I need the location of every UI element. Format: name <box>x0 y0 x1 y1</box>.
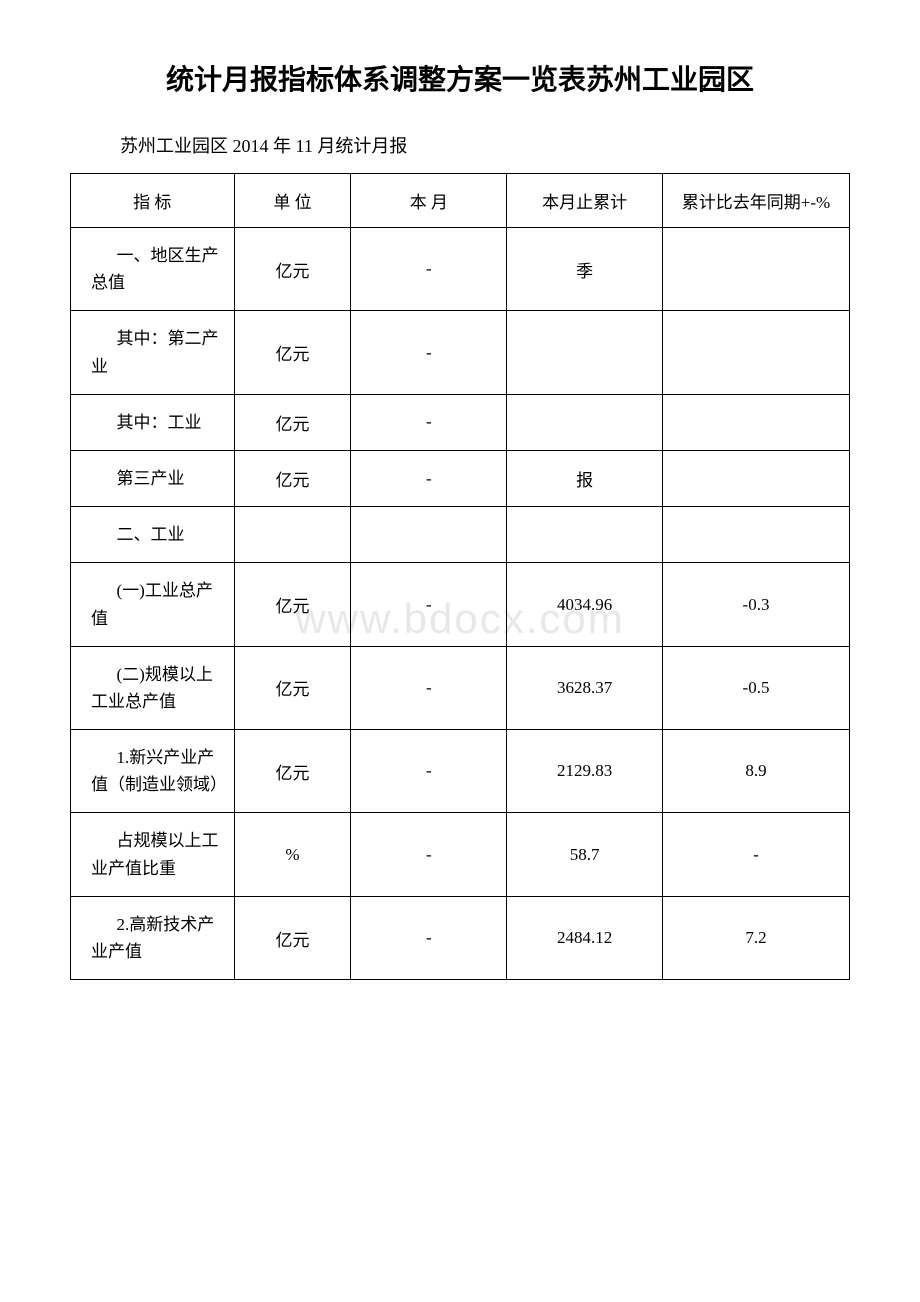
cell-month <box>351 507 507 563</box>
cell-yoy: 8.9 <box>663 730 850 813</box>
cell-month: - <box>351 450 507 506</box>
cell-unit: 亿元 <box>234 228 351 311</box>
cell-month: - <box>351 311 507 394</box>
cell-unit: % <box>234 813 351 896</box>
cell-unit: 亿元 <box>234 394 351 450</box>
header-cumulative: 本月止累计 <box>507 174 663 228</box>
cell-indicator: 占规模以上工业产值比重 <box>71 813 235 896</box>
table-row: 其中：第二产业 亿元 - <box>71 311 850 394</box>
table-row: 一、地区生产总值 亿元 - 季 <box>71 228 850 311</box>
cell-yoy <box>663 228 850 311</box>
cell-unit: 亿元 <box>234 730 351 813</box>
cell-cumulative <box>507 507 663 563</box>
cell-yoy <box>663 507 850 563</box>
cell-indicator: (一)工业总产值 <box>71 563 235 646</box>
cell-yoy <box>663 311 850 394</box>
cell-unit <box>234 507 351 563</box>
cell-month: - <box>351 563 507 646</box>
cell-yoy: 7.2 <box>663 896 850 979</box>
cell-unit: 亿元 <box>234 563 351 646</box>
cell-month: - <box>351 730 507 813</box>
cell-cumulative: 季 <box>507 228 663 311</box>
table-row: 第三产业 亿元 - 报 <box>71 450 850 506</box>
table-header-row: 指 标 单 位 本 月 本月止累计 累计比去年同期+-% <box>71 174 850 228</box>
cell-indicator: 2.高新技术产业产值 <box>71 896 235 979</box>
cell-yoy <box>663 394 850 450</box>
cell-unit: 亿元 <box>234 311 351 394</box>
cell-indicator: 1.新兴产业产值（制造业领域） <box>71 730 235 813</box>
cell-indicator: (二)规模以上工业总产值 <box>71 646 235 729</box>
table-row: (二)规模以上工业总产值 亿元 - 3628.37 -0.5 <box>71 646 850 729</box>
cell-month: - <box>351 896 507 979</box>
cell-yoy: - <box>663 813 850 896</box>
page-subtitle: 苏州工业园区 2014 年 11 月统计月报 <box>120 132 850 158</box>
cell-unit: 亿元 <box>234 646 351 729</box>
cell-indicator: 二、工业 <box>71 507 235 563</box>
cell-cumulative: 4034.96 <box>507 563 663 646</box>
cell-unit: 亿元 <box>234 450 351 506</box>
cell-yoy: -0.5 <box>663 646 850 729</box>
cell-month: - <box>351 228 507 311</box>
table-row: 二、工业 <box>71 507 850 563</box>
header-indicator: 指 标 <box>71 174 235 228</box>
cell-cumulative <box>507 311 663 394</box>
cell-cumulative: 58.7 <box>507 813 663 896</box>
cell-unit: 亿元 <box>234 896 351 979</box>
table-row: 2.高新技术产业产值 亿元 - 2484.12 7.2 <box>71 896 850 979</box>
cell-month: - <box>351 813 507 896</box>
header-unit: 单 位 <box>234 174 351 228</box>
cell-indicator: 第三产业 <box>71 450 235 506</box>
header-yoy: 累计比去年同期+-% <box>663 174 850 228</box>
header-month: 本 月 <box>351 174 507 228</box>
cell-month: - <box>351 394 507 450</box>
table-row: 1.新兴产业产值（制造业领域） 亿元 - 2129.83 8.9 <box>71 730 850 813</box>
table-row: (一)工业总产值 亿元 - 4034.96 -0.3 <box>71 563 850 646</box>
cell-month: - <box>351 646 507 729</box>
table-row: 其中：工业 亿元 - <box>71 394 850 450</box>
page-title: 统计月报指标体系调整方案一览表苏州工业园区 <box>70 60 850 102</box>
data-table: 指 标 单 位 本 月 本月止累计 累计比去年同期+-% 一、地区生产总值 亿元… <box>70 173 850 980</box>
cell-cumulative <box>507 394 663 450</box>
cell-indicator: 其中：第二产业 <box>71 311 235 394</box>
cell-cumulative: 2129.83 <box>507 730 663 813</box>
cell-indicator: 其中：工业 <box>71 394 235 450</box>
cell-yoy: -0.3 <box>663 563 850 646</box>
cell-cumulative: 3628.37 <box>507 646 663 729</box>
cell-yoy <box>663 450 850 506</box>
cell-cumulative: 报 <box>507 450 663 506</box>
cell-cumulative: 2484.12 <box>507 896 663 979</box>
table-row: 占规模以上工业产值比重 % - 58.7 - <box>71 813 850 896</box>
cell-indicator: 一、地区生产总值 <box>71 228 235 311</box>
